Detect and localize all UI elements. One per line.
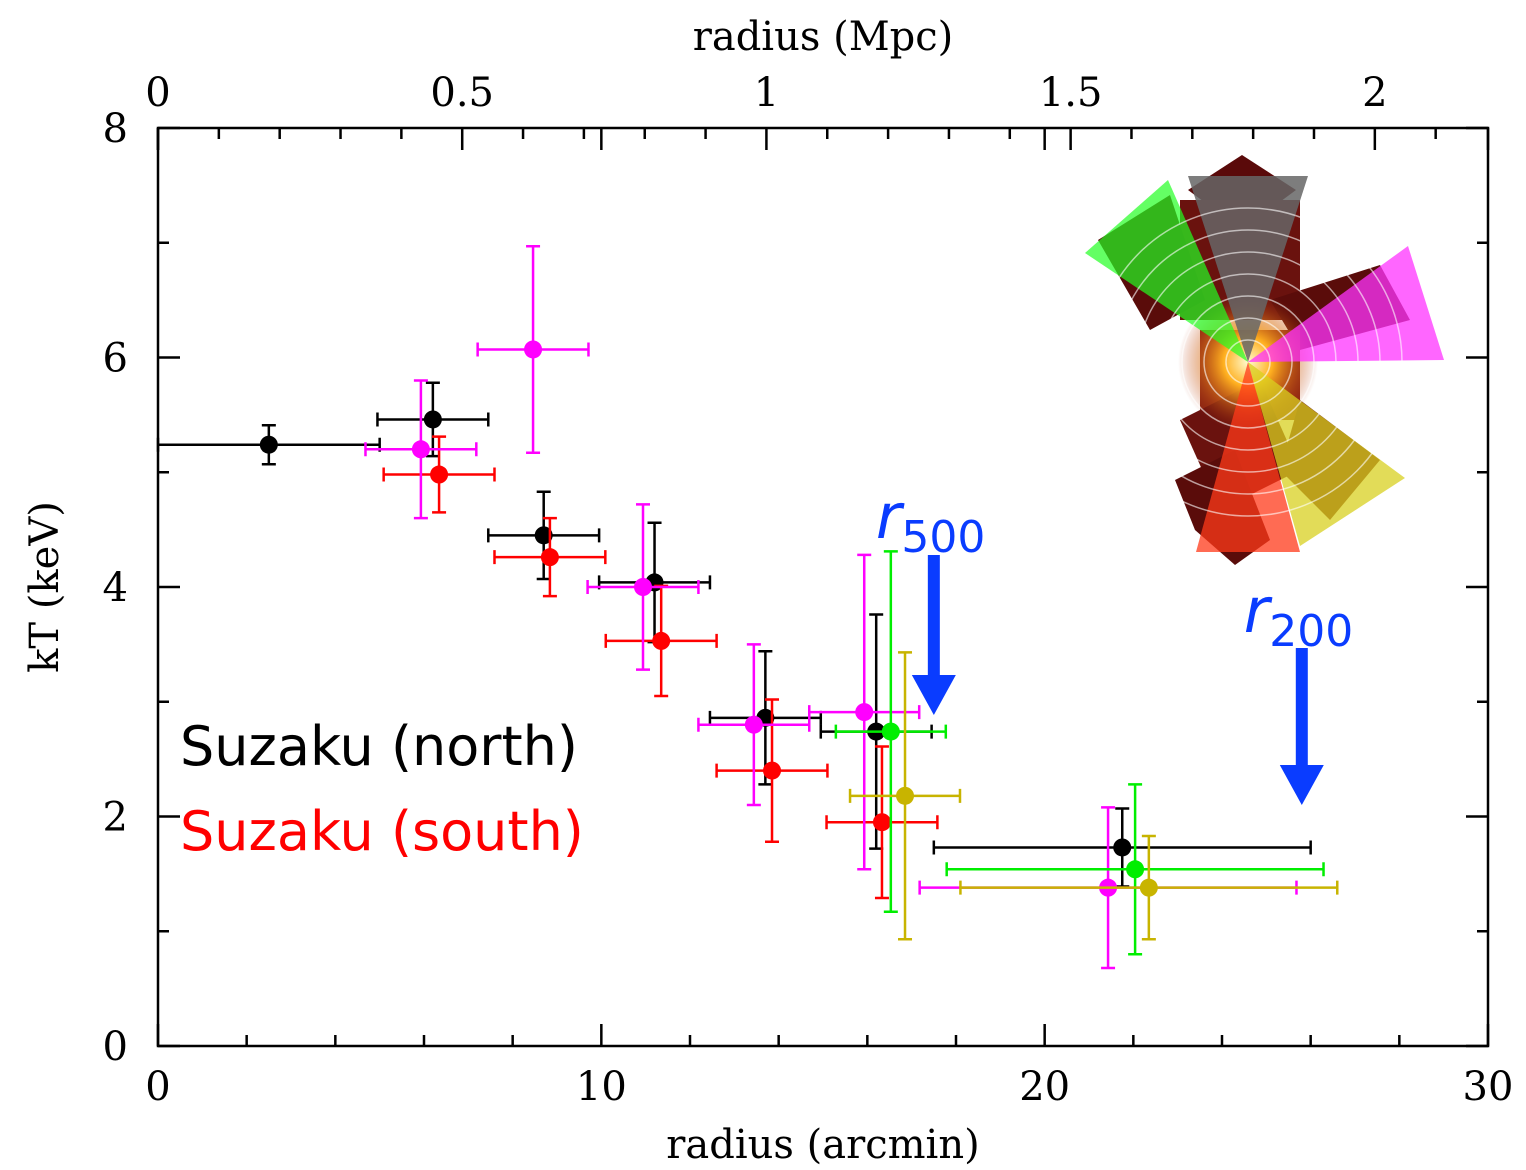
inset-image: [1085, 155, 1444, 565]
data-point: [855, 703, 874, 722]
data-point: [524, 340, 543, 359]
data-point: [430, 465, 449, 484]
annotation-arrow: [1279, 648, 1324, 805]
series: [382, 435, 939, 900]
y-tick-label: 0: [103, 1024, 128, 1070]
annotation-text: r: [1244, 574, 1273, 647]
annotation-subscript: 200: [1269, 606, 1353, 657]
legend-label: Suzaku (north): [180, 715, 578, 778]
x2-tick-label: 1: [754, 70, 779, 116]
data-point: [259, 435, 278, 454]
data-point: [896, 786, 915, 805]
data-point: [534, 526, 553, 545]
annotation: r200: [1244, 574, 1353, 657]
data-point: [1113, 838, 1132, 857]
series: [364, 244, 1298, 970]
x-axis-label: radius (arcmin): [666, 1122, 979, 1168]
legend-label: Suzaku (south): [180, 800, 584, 863]
data-point: [744, 715, 763, 734]
x2-tick-label: 0: [145, 70, 170, 116]
data-point: [652, 631, 671, 650]
data-point: [540, 548, 559, 567]
data-point: [634, 578, 653, 596]
x-tick-label: 30: [1463, 1064, 1514, 1110]
annotation-text: r: [876, 480, 905, 553]
data-point: [881, 722, 900, 741]
y-axis-label: kT (keV): [22, 501, 68, 673]
annotation: r500: [876, 480, 985, 563]
y-tick-label: 4: [103, 565, 128, 611]
x2-tick-label: 1.5: [1039, 70, 1103, 116]
annotation-arrow: [911, 555, 956, 715]
data-point: [763, 761, 782, 780]
x2-tick-label: 2: [1362, 70, 1387, 116]
data-point: [1139, 878, 1158, 897]
series: [834, 550, 1325, 956]
y-tick-label: 2: [103, 795, 128, 841]
y-tick-label: 8: [103, 106, 128, 152]
annotation-subscript: 500: [901, 512, 985, 563]
x2-axis-label: radius (Mpc): [693, 14, 954, 60]
x-tick-label: 0: [145, 1064, 170, 1110]
y-tick-label: 6: [103, 336, 128, 382]
x-tick-label: 20: [1019, 1064, 1070, 1110]
x-tick-label: 10: [576, 1064, 627, 1110]
data-point: [1126, 860, 1145, 879]
data-point: [411, 440, 430, 459]
series: [848, 651, 1339, 941]
data-point: [872, 813, 891, 832]
data-point: [423, 410, 442, 429]
x2-tick-label: 0.5: [430, 70, 494, 116]
